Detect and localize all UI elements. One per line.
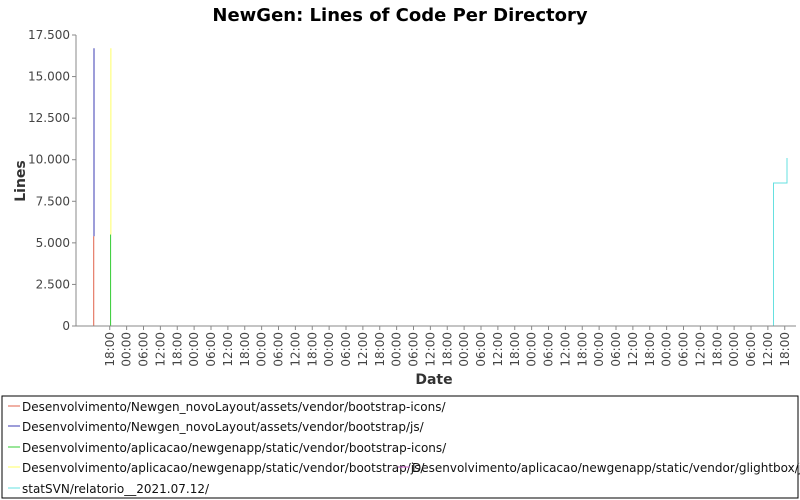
legend-item: Desenvolvimento/Newgen_novoLayout/assets… bbox=[8, 420, 425, 434]
x-tick-label: 00:00 bbox=[255, 332, 269, 367]
y-tick-label: 10.000 bbox=[28, 153, 70, 167]
x-tick-label: 18:00 bbox=[305, 332, 319, 367]
x-tick-label: 06:00 bbox=[407, 332, 421, 367]
x-tick-label: 00:00 bbox=[390, 332, 404, 367]
x-axis-ticks: 18:00 00:00 06:00 12:00 18:00 00:00 06:00 12:00… bbox=[103, 326, 792, 367]
legend-label: Desenvolvimento/aplicacao/newgenapp/stat… bbox=[412, 461, 800, 475]
y-axis-label: Lines bbox=[13, 160, 29, 202]
x-tick-label: 06:00 bbox=[474, 332, 488, 367]
x-tick-label: 00:00 bbox=[120, 332, 134, 367]
x-tick-label: 06:00 bbox=[744, 332, 758, 367]
x-tick-label: 18:00 bbox=[238, 332, 252, 367]
legend-label: Desenvolvimento/Newgen_novoLayout/assets… bbox=[22, 420, 425, 434]
series-line bbox=[773, 158, 788, 326]
legend-label: Desenvolvimento/Newgen_novoLayout/assets… bbox=[22, 400, 446, 414]
legend-item: Desenvolvimento/aplicacao/newgenapp/stat… bbox=[8, 461, 425, 475]
x-tick-label: 12:00 bbox=[761, 332, 775, 367]
x-tick-label: 18:00 bbox=[778, 332, 792, 367]
x-tick-label: 06:00 bbox=[609, 332, 623, 367]
x-tick-label: 18:00 bbox=[508, 332, 522, 367]
x-tick-label: 00:00 bbox=[525, 332, 539, 367]
legend-item: statSVN/relatorio__2021.07.12/ bbox=[8, 482, 210, 496]
x-tick-label: 06:00 bbox=[272, 332, 286, 367]
y-tick-label: 17.500 bbox=[28, 28, 70, 42]
x-tick-label: 12:00 bbox=[491, 332, 505, 367]
x-tick-label: 06:00 bbox=[542, 332, 556, 367]
x-axis-label: Date bbox=[415, 372, 452, 388]
x-tick-label: 12:00 bbox=[356, 332, 370, 367]
x-tick-label: 12:00 bbox=[693, 332, 707, 367]
x-tick-label: 00:00 bbox=[457, 332, 471, 367]
x-tick-label: 18:00 bbox=[170, 332, 184, 367]
legend bbox=[1, 395, 799, 499]
chart-title: NewGen: Lines of Code Per Directory bbox=[212, 5, 587, 26]
legend-item: Desenvolvimento/aplicacao/newgenapp/stat… bbox=[398, 461, 800, 475]
x-tick-label: 12:00 bbox=[626, 332, 640, 367]
x-tick-label: 00:00 bbox=[187, 332, 201, 367]
x-tick-label: 18:00 bbox=[643, 332, 657, 367]
legend-label: Desenvolvimento/aplicacao/newgenapp/stat… bbox=[22, 441, 447, 455]
legend-label: Desenvolvimento/aplicacao/newgenapp/stat… bbox=[22, 461, 425, 475]
legend-item: Desenvolvimento/Newgen_novoLayout/assets… bbox=[8, 400, 446, 414]
x-tick-label: 06:00 bbox=[677, 332, 691, 367]
y-tick-label: 0 bbox=[62, 319, 70, 333]
y-tick-label: 5.000 bbox=[36, 236, 70, 250]
y-tick-label: 15.000 bbox=[28, 70, 70, 84]
x-tick-label: 12:00 bbox=[288, 332, 302, 367]
plot-area bbox=[76, 35, 796, 326]
x-tick-label: 18:00 bbox=[575, 332, 589, 367]
legend-label: statSVN/relatorio__2021.07.12/ bbox=[22, 482, 210, 496]
x-tick-label: 12:00 bbox=[221, 332, 235, 367]
y-tick-label: 7.500 bbox=[36, 194, 70, 208]
y-axis-ticks: 0 2.500 5.000 7.500 10.000 12.500 15.000 17.500 bbox=[28, 28, 76, 333]
legend-item: Desenvolvimento/aplicacao/newgenapp/stat… bbox=[8, 441, 447, 455]
y-tick-label: 2.500 bbox=[36, 277, 70, 291]
y-tick-label: 12.500 bbox=[28, 111, 70, 125]
x-tick-label: 06:00 bbox=[137, 332, 151, 367]
x-tick-label: 12:00 bbox=[153, 332, 167, 367]
x-tick-label: 18:00 bbox=[710, 332, 724, 367]
x-tick-label: 12:00 bbox=[558, 332, 572, 367]
x-tick-label: 00:00 bbox=[322, 332, 336, 367]
legend-items: Desenvolvimento/Newgen_novoLayout/assets… bbox=[8, 400, 800, 496]
x-tick-label: 18:00 bbox=[440, 332, 454, 367]
x-tick-label: 06:00 bbox=[339, 332, 353, 367]
x-tick-label: 00:00 bbox=[592, 332, 606, 367]
x-tick-label: 18:00 bbox=[373, 332, 387, 367]
x-tick-label: 18:00 bbox=[103, 332, 117, 367]
x-tick-label: 00:00 bbox=[727, 332, 741, 367]
x-tick-label: 00:00 bbox=[660, 332, 674, 367]
x-tick-label: 12:00 bbox=[423, 332, 437, 367]
x-tick-label: 06:00 bbox=[204, 332, 218, 367]
